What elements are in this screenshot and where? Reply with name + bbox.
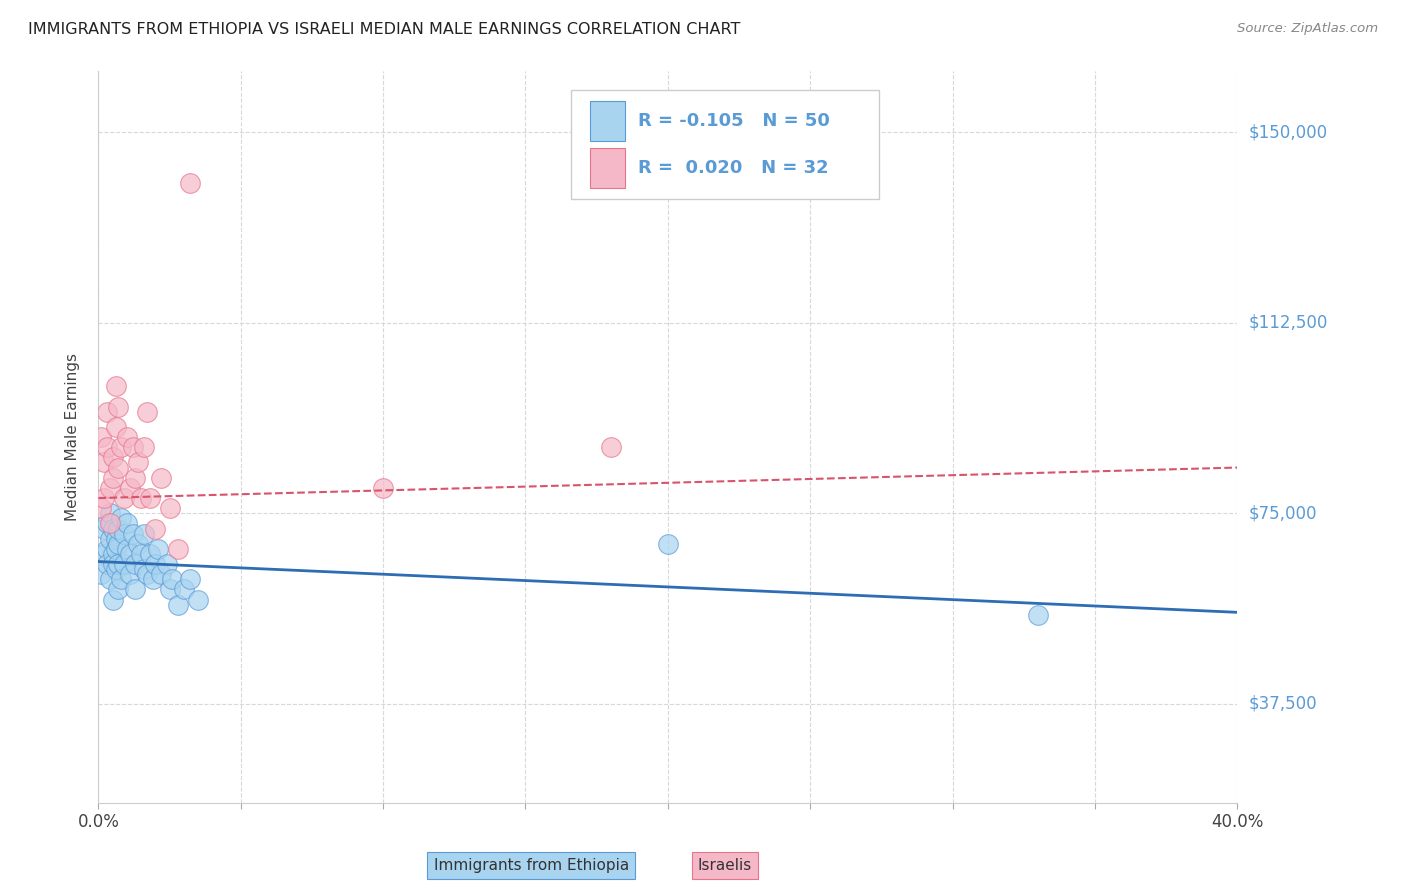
Point	[118, 481, 141, 495]
Point	[159, 582, 181, 597]
Point	[162, 572, 184, 586]
Point	[135, 405, 157, 419]
Point	[98, 516, 121, 531]
Point	[96, 440, 118, 454]
Point	[145, 557, 167, 571]
Point	[107, 521, 129, 535]
Point	[101, 521, 124, 535]
Y-axis label: Median Male Earnings: Median Male Earnings	[65, 353, 80, 521]
Point	[110, 440, 132, 454]
Point	[148, 541, 170, 556]
Point	[129, 547, 152, 561]
Point	[179, 176, 201, 190]
Point	[107, 582, 129, 597]
Point	[132, 562, 155, 576]
Text: Israelis: Israelis	[697, 858, 752, 872]
Point	[132, 526, 155, 541]
Text: Source: ZipAtlas.com: Source: ZipAtlas.com	[1237, 22, 1378, 36]
Point	[127, 455, 149, 469]
Text: R = -0.105   N = 50: R = -0.105 N = 50	[638, 112, 830, 129]
Text: $75,000: $75,000	[1249, 504, 1317, 523]
Point	[121, 526, 143, 541]
Point	[90, 430, 112, 444]
Point	[135, 567, 157, 582]
Point	[98, 572, 121, 586]
Point	[101, 547, 124, 561]
Point	[118, 547, 141, 561]
Point	[96, 541, 118, 556]
Point	[96, 516, 118, 531]
Point	[600, 440, 623, 454]
Point	[115, 541, 138, 556]
Point	[101, 592, 124, 607]
Point	[104, 562, 127, 576]
Point	[173, 582, 195, 597]
Point	[156, 557, 179, 571]
Point	[107, 557, 129, 571]
Text: $37,500: $37,500	[1249, 695, 1317, 713]
Point	[107, 400, 129, 414]
Point	[1026, 607, 1049, 622]
Point	[96, 557, 118, 571]
Point	[129, 491, 152, 505]
Text: $112,500: $112,500	[1249, 314, 1327, 332]
Point	[98, 481, 121, 495]
FancyBboxPatch shape	[571, 90, 879, 200]
Point	[93, 521, 115, 535]
Point	[93, 547, 115, 561]
Point	[112, 557, 135, 571]
Point	[150, 471, 173, 485]
Point	[90, 501, 112, 516]
Point	[112, 491, 135, 505]
Point	[112, 526, 135, 541]
Point	[159, 501, 181, 516]
Point	[115, 430, 138, 444]
Point	[124, 471, 146, 485]
Point	[110, 572, 132, 586]
Point	[104, 379, 127, 393]
Point	[104, 541, 127, 556]
Point	[107, 460, 129, 475]
Point	[93, 455, 115, 469]
Point	[138, 547, 160, 561]
Point	[101, 471, 124, 485]
Point	[657, 537, 679, 551]
Point	[121, 440, 143, 454]
Point	[127, 537, 149, 551]
Point	[124, 557, 146, 571]
Point	[90, 567, 112, 582]
Point	[187, 592, 209, 607]
Point	[96, 405, 118, 419]
Point	[98, 532, 121, 546]
Point	[138, 491, 160, 505]
Text: IMMIGRANTS FROM ETHIOPIA VS ISRAELI MEDIAN MALE EARNINGS CORRELATION CHART: IMMIGRANTS FROM ETHIOPIA VS ISRAELI MEDI…	[28, 22, 741, 37]
Bar	[591, 148, 624, 188]
Point	[101, 450, 124, 465]
Point	[98, 506, 121, 520]
Point	[101, 557, 124, 571]
Point	[104, 420, 127, 434]
Point	[118, 567, 141, 582]
Point	[104, 532, 127, 546]
Point	[124, 582, 146, 597]
Point	[167, 598, 190, 612]
Point	[93, 491, 115, 505]
Point	[132, 440, 155, 454]
Point	[150, 567, 173, 582]
Point	[179, 572, 201, 586]
Bar	[591, 101, 624, 141]
Text: $150,000: $150,000	[1249, 123, 1327, 141]
Text: R =  0.020   N = 32: R = 0.020 N = 32	[638, 160, 830, 178]
Point	[110, 511, 132, 525]
Point	[167, 541, 190, 556]
Point	[115, 516, 138, 531]
Point	[373, 481, 395, 495]
Text: Immigrants from Ethiopia: Immigrants from Ethiopia	[433, 858, 628, 872]
Point	[107, 537, 129, 551]
Point	[141, 572, 163, 586]
Point	[145, 521, 167, 535]
